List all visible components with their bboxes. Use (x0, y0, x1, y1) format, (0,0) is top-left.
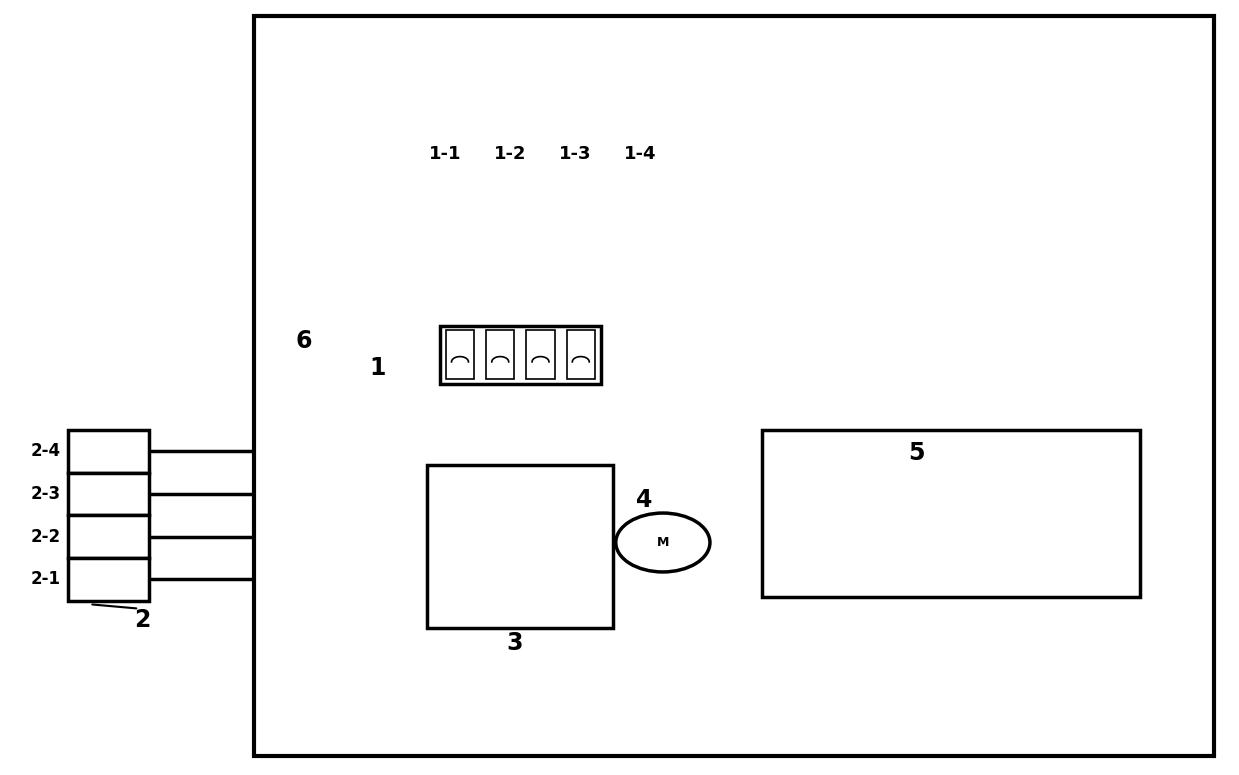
Text: 1-3: 1-3 (559, 145, 591, 163)
Text: 3: 3 (506, 632, 523, 655)
Text: 2-1: 2-1 (31, 570, 61, 588)
Text: 6: 6 (295, 329, 312, 353)
Bar (527, 330, 555, 379)
Text: 5: 5 (908, 442, 926, 465)
Text: 1: 1 (369, 356, 387, 380)
Bar (254, 16, 1214, 756)
Bar (427, 465, 613, 628)
Text: 1-2: 1-2 (494, 145, 527, 163)
Bar (440, 326, 601, 384)
Text: 1-4: 1-4 (624, 145, 657, 163)
Bar (486, 330, 514, 379)
Text: 1-1: 1-1 (429, 145, 461, 163)
Bar (68, 473, 149, 515)
Text: 2-3: 2-3 (31, 485, 61, 503)
Bar (68, 515, 149, 558)
Text: 2: 2 (134, 608, 151, 632)
Bar (68, 430, 149, 473)
Bar (566, 330, 595, 379)
Bar (446, 330, 475, 379)
Text: 2-2: 2-2 (31, 528, 61, 546)
Text: 2-4: 2-4 (31, 443, 61, 460)
Text: 4: 4 (636, 488, 653, 512)
Bar (68, 558, 149, 601)
Text: M: M (657, 536, 669, 549)
Bar (762, 430, 1140, 597)
